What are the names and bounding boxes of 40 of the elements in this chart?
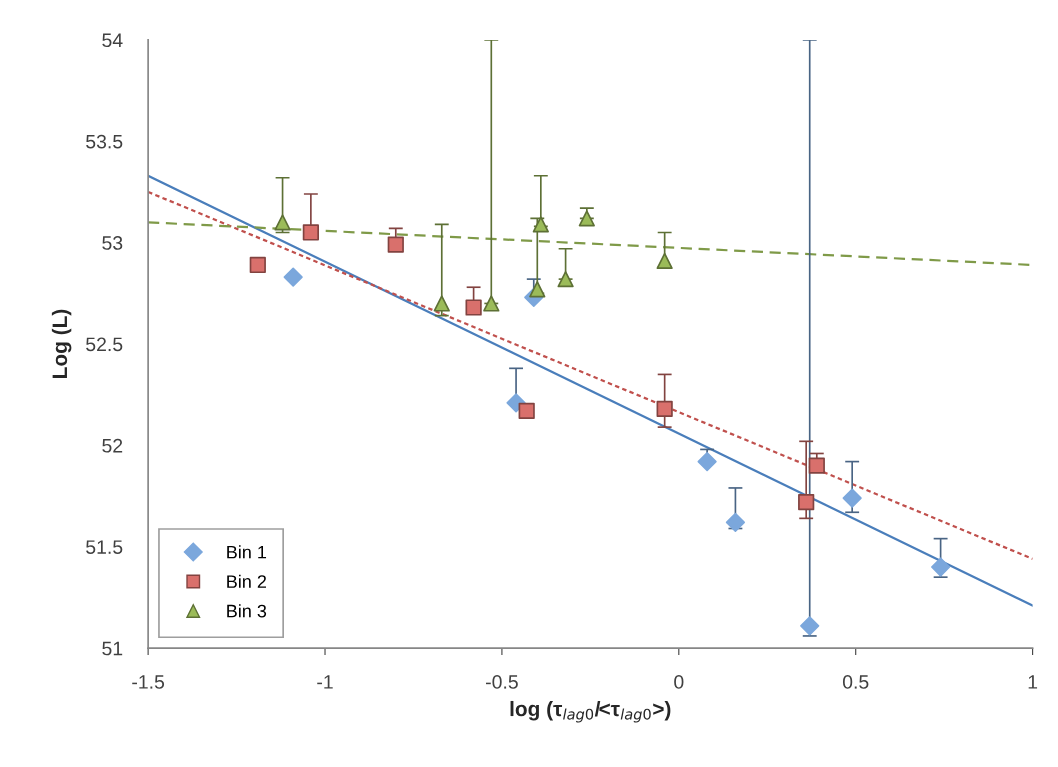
point bbox=[808, 457, 825, 474]
x-tick-label: 0 bbox=[674, 675, 684, 689]
point bbox=[800, 616, 820, 636]
point bbox=[465, 299, 482, 316]
y-tick-label: 52.5 bbox=[86, 337, 123, 352]
point bbox=[483, 295, 500, 312]
point bbox=[656, 400, 673, 417]
point bbox=[274, 214, 291, 231]
point bbox=[842, 488, 862, 508]
point bbox=[302, 224, 319, 241]
y-tick-label: 51.5 bbox=[86, 540, 123, 554]
x-tick-label: -0.5 bbox=[486, 675, 518, 689]
y-tick-label: 53 bbox=[102, 236, 123, 250]
legend-label: Bin 2 bbox=[227, 574, 267, 588]
x-tick-label: -1 bbox=[317, 675, 333, 689]
legend-label: Bin 1 bbox=[227, 545, 267, 559]
point bbox=[249, 256, 266, 274]
point bbox=[931, 557, 951, 577]
point bbox=[656, 252, 673, 269]
x-tick-label: -1.5 bbox=[132, 675, 165, 689]
y-axis-title: Log (L) bbox=[51, 309, 72, 378]
point bbox=[529, 281, 546, 298]
x-axis-title: log (τ$_{lag0}$/<τ$_{lag0}$>) bbox=[510, 700, 671, 723]
point bbox=[532, 216, 549, 233]
legend-label: Bin 3 bbox=[227, 604, 267, 618]
y-tick-label: 53.5 bbox=[86, 134, 123, 149]
point bbox=[283, 267, 303, 287]
point bbox=[387, 236, 404, 253]
point bbox=[557, 271, 574, 288]
x-tick-label: 1 bbox=[1028, 675, 1038, 689]
y-tick-label: 52 bbox=[102, 438, 123, 453]
point bbox=[578, 210, 595, 227]
point bbox=[725, 512, 746, 533]
point bbox=[798, 494, 815, 511]
x-tick-label: 0.5 bbox=[842, 675, 869, 689]
y-tick-label: 51 bbox=[102, 641, 123, 656]
point bbox=[518, 402, 535, 420]
y-tick-label: 54 bbox=[102, 33, 123, 48]
point bbox=[697, 451, 717, 472]
point bbox=[433, 295, 450, 312]
